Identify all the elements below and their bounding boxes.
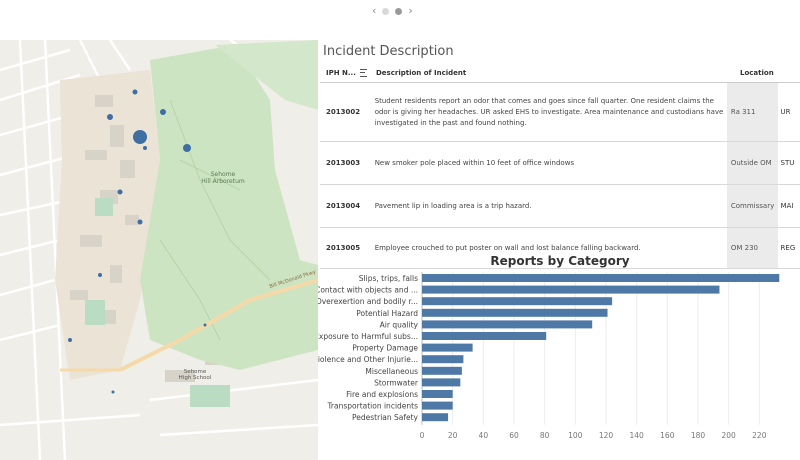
incident-extra: MAI (780, 202, 794, 210)
column-header-description[interactable]: Description of Incident (376, 69, 467, 77)
incident-id: 2013004 (326, 202, 361, 210)
bar[interactable] (422, 401, 453, 410)
column-header-location[interactable]: Location (740, 69, 774, 77)
x-tick-label: 180 (691, 431, 706, 440)
bar[interactable] (422, 297, 613, 306)
bar[interactable] (422, 343, 473, 352)
column-header-id[interactable]: IPH N... (320, 69, 374, 77)
category-label: Overexertion and bodily r... (318, 297, 418, 306)
incident-extra: STU (780, 159, 795, 167)
x-tick-label: 80 (540, 431, 550, 440)
category-label: Exposure to Harmful subs... (318, 332, 418, 341)
bar[interactable] (422, 332, 547, 340)
incident-id: 2013002 (326, 108, 361, 116)
category-label: Property Damage (352, 344, 418, 353)
incident-table: IPH N... Description of Incident Locatio… (320, 64, 800, 269)
bar[interactable] (422, 355, 464, 364)
next-page-icon[interactable]: › (408, 4, 413, 17)
category-label: Potential Hazard (356, 309, 418, 318)
chart-title: Reports by Category (490, 254, 630, 268)
campus-map[interactable]: Sehome Hill Arboretum Bill McDonald Pkwy … (0, 40, 318, 460)
x-tick-label: 20 (448, 431, 458, 440)
table-row[interactable]: 2013004 Pavement lip in loading area is … (320, 185, 800, 228)
incident-location: Ra 311 (726, 83, 778, 141)
category-label: Air quality (380, 320, 419, 329)
map-label-school: Sehome High School (179, 369, 212, 381)
incident-location: Outside OM (726, 142, 778, 184)
x-tick-label: 120 (599, 431, 614, 440)
bar[interactable] (422, 390, 453, 398)
incident-title: Incident Description (323, 44, 454, 59)
bar[interactable] (422, 285, 720, 294)
category-label: Stormwater (374, 378, 419, 387)
bar[interactable] (422, 366, 462, 375)
x-tick-label: 220 (752, 431, 767, 440)
sort-icon[interactable] (359, 69, 367, 77)
prev-page-icon[interactable]: ‹ (372, 4, 377, 17)
reports-by-category-chart: 0 20 40 60 80 100 120 140 160 180 200 220 Slips, tri… (318, 272, 780, 440)
page-dot-2[interactable] (395, 7, 403, 15)
page-dot-1[interactable] (382, 7, 390, 15)
category-label: Slips, trips, falls (359, 274, 418, 283)
incident-description: New smoker pole placed within 10 feet of… (374, 158, 575, 167)
incident-description: Pavement lip in loading area is a trip h… (374, 201, 532, 210)
bar[interactable] (422, 308, 608, 317)
x-tick-label: 0 (420, 431, 425, 440)
category-label: Fire and explosions (346, 390, 418, 399)
category-label: Violence and Other Injurie... (318, 355, 418, 364)
x-tick-label: 200 (722, 431, 737, 440)
table-row[interactable]: 2013002 Student residents report an odor… (320, 83, 800, 142)
x-tick-label: 160 (660, 431, 675, 440)
category-label: Pedestrian Safety (352, 413, 419, 422)
map-canvas[interactable]: Sehome Hill Arboretum Bill McDonald Pkwy … (0, 40, 318, 460)
bar[interactable] (422, 413, 449, 422)
table-row[interactable]: 2013003 New smoker pole placed within 10… (320, 142, 800, 185)
incident-location: Commissary (726, 185, 778, 227)
bar[interactable] (422, 320, 593, 329)
map-label-arboretum: Sehome Hill Arboretum (201, 171, 245, 185)
table-row[interactable]: 2013005 Employee crouched to put poster … (320, 228, 800, 269)
x-tick-label: 60 (509, 431, 519, 440)
incident-extra: REG (780, 244, 796, 252)
category-label: Contact with objects and ... (318, 286, 418, 295)
category-label: Miscellaneous (365, 367, 418, 376)
category-label: Transportation incidents (326, 402, 418, 411)
incident-description: Student residents report an odor that co… (374, 96, 724, 127)
incident-description: Employee crouched to put poster on wall … (374, 243, 641, 252)
incident-id: 2013005 (326, 244, 361, 252)
bar[interactable] (422, 378, 461, 387)
bar[interactable] (422, 274, 780, 282)
x-tick-label: 140 (630, 431, 645, 440)
incident-extra: UR (780, 108, 791, 116)
incident-location: OM 230 (726, 228, 778, 268)
x-tick-label: 40 (479, 431, 489, 440)
incident-id: 2013003 (326, 159, 361, 167)
x-tick-label: 100 (568, 431, 583, 440)
table-header: IPH N... Description of Incident Locatio… (320, 64, 800, 83)
dashboard-pager: ‹ › (372, 4, 422, 18)
